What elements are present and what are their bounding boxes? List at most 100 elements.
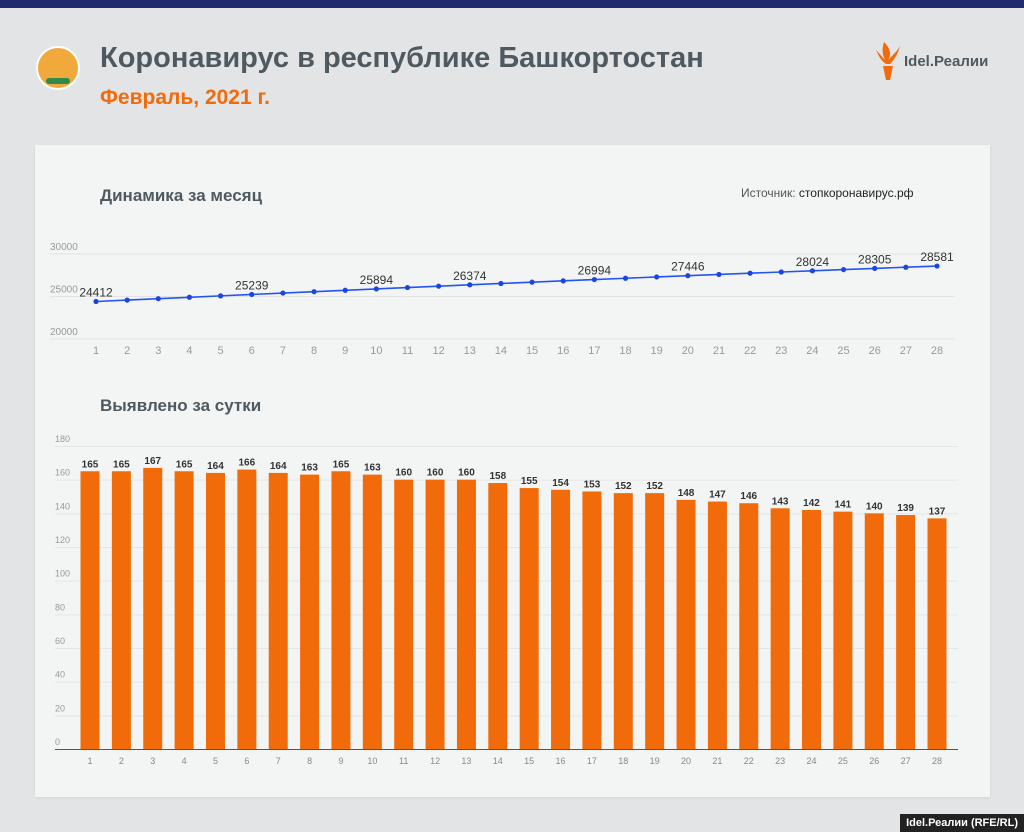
x-tick-label: 18 — [619, 345, 631, 357]
page-subtitle: Февраль, 2021 г. — [100, 86, 270, 109]
x-tick-label: 10 — [370, 345, 382, 357]
bar — [927, 518, 947, 749]
source-note: Источник: стопкоронавирус.рф — [741, 186, 914, 200]
page-title: Коронавирус в республике Башкортостан — [100, 42, 704, 74]
data-label: 27446 — [671, 260, 705, 274]
bar — [456, 479, 476, 749]
bar-chart: 0204060801001201401601801651165216731654… — [55, 434, 958, 766]
data-point — [217, 293, 224, 299]
bar — [80, 471, 100, 749]
data-label: 164 — [207, 461, 224, 472]
data-point — [373, 286, 379, 292]
data-label: 146 — [740, 491, 757, 502]
data-label: 152 — [615, 481, 632, 492]
bashkortostan-emblem-icon — [36, 46, 80, 90]
x-tick-label: 1 — [87, 756, 92, 766]
data-label: 160 — [458, 468, 475, 479]
data-label: 148 — [678, 488, 695, 499]
x-tick-label: 5 — [218, 345, 224, 357]
data-label: 154 — [552, 478, 569, 489]
data-point — [685, 273, 691, 279]
source-value: стопкоронавирус.рф — [798, 186, 914, 200]
bar — [174, 471, 194, 749]
x-tick-label: 8 — [311, 345, 317, 357]
data-point — [809, 268, 816, 274]
x-tick-label: 13 — [461, 756, 471, 766]
data-point — [498, 280, 504, 287]
data-label: 25894 — [360, 273, 394, 287]
x-tick-label: 4 — [182, 756, 187, 766]
x-tick-label: 7 — [276, 756, 281, 766]
data-point — [467, 282, 473, 288]
x-tick-label: 11 — [402, 345, 413, 357]
data-label: 163 — [364, 463, 381, 474]
bar — [331, 471, 351, 749]
x-tick-label: 21 — [713, 345, 725, 357]
data-label: 165 — [333, 459, 350, 470]
x-tick-label: 19 — [651, 345, 663, 357]
data-label: 163 — [301, 463, 318, 474]
data-point — [93, 298, 99, 305]
bar — [394, 479, 414, 749]
x-tick-label: 11 — [399, 756, 408, 766]
bar — [425, 479, 445, 749]
data-point — [342, 287, 348, 293]
x-tick-label: 28 — [931, 345, 943, 357]
x-tick-label: 16 — [556, 756, 566, 766]
data-label: 167 — [144, 456, 161, 467]
x-tick-label: 22 — [744, 345, 756, 357]
data-label: 26994 — [578, 264, 612, 278]
y-tick-label: 80 — [55, 602, 65, 612]
bar — [205, 472, 225, 749]
data-label: 166 — [239, 458, 256, 469]
x-tick-label: 14 — [493, 756, 503, 766]
x-tick-label: 9 — [342, 345, 348, 357]
bar — [519, 488, 539, 749]
bar — [111, 471, 131, 749]
data-label: 24412 — [79, 285, 113, 299]
x-tick-label: 26 — [869, 345, 881, 357]
brand-logo: Idel.Реалии — [874, 40, 988, 82]
x-tick-label: 4 — [186, 345, 192, 357]
x-tick-label: 8 — [307, 756, 312, 766]
data-label: 142 — [803, 498, 820, 509]
bar — [676, 499, 696, 749]
bar-chart-title: Выявлено за сутки — [100, 396, 262, 415]
x-tick-label: 15 — [524, 756, 534, 766]
x-tick-label: 6 — [244, 756, 249, 766]
data-label: 137 — [929, 506, 946, 517]
x-tick-label: 21 — [712, 756, 722, 766]
data-point — [404, 284, 411, 291]
x-tick-label: 10 — [367, 756, 377, 766]
data-label: 165 — [82, 459, 99, 470]
data-point — [778, 269, 784, 275]
x-tick-label: 14 — [495, 345, 507, 357]
data-label: 165 — [176, 459, 193, 470]
photo-credit: Idel.Реалии (RFE/RL) — [900, 814, 1024, 832]
data-label: 155 — [521, 476, 538, 487]
x-tick-label: 19 — [650, 756, 660, 766]
x-tick-label: 28 — [932, 756, 942, 766]
bar — [770, 508, 790, 749]
data-label: 153 — [584, 479, 601, 490]
data-point — [903, 264, 909, 270]
series-line — [95, 265, 938, 303]
data-point — [747, 270, 753, 276]
x-tick-label: 7 — [280, 345, 286, 357]
x-tick-label: 3 — [155, 345, 161, 357]
y-tick-label: 100 — [55, 569, 70, 579]
x-tick-label: 5 — [213, 756, 218, 766]
x-tick-label: 12 — [430, 756, 440, 766]
data-point — [186, 294, 193, 300]
data-label: 26374 — [453, 269, 487, 283]
x-tick-label: 3 — [150, 756, 155, 766]
x-tick-label: 18 — [618, 756, 628, 766]
y-tick-label: 60 — [55, 636, 65, 646]
bar — [300, 474, 320, 749]
x-tick-label: 26 — [869, 756, 879, 766]
x-tick-label: 23 — [775, 345, 787, 357]
x-tick-label: 23 — [775, 756, 785, 766]
data-label: 28024 — [796, 255, 830, 269]
data-point — [840, 266, 847, 273]
x-tick-label: 2 — [119, 756, 124, 766]
